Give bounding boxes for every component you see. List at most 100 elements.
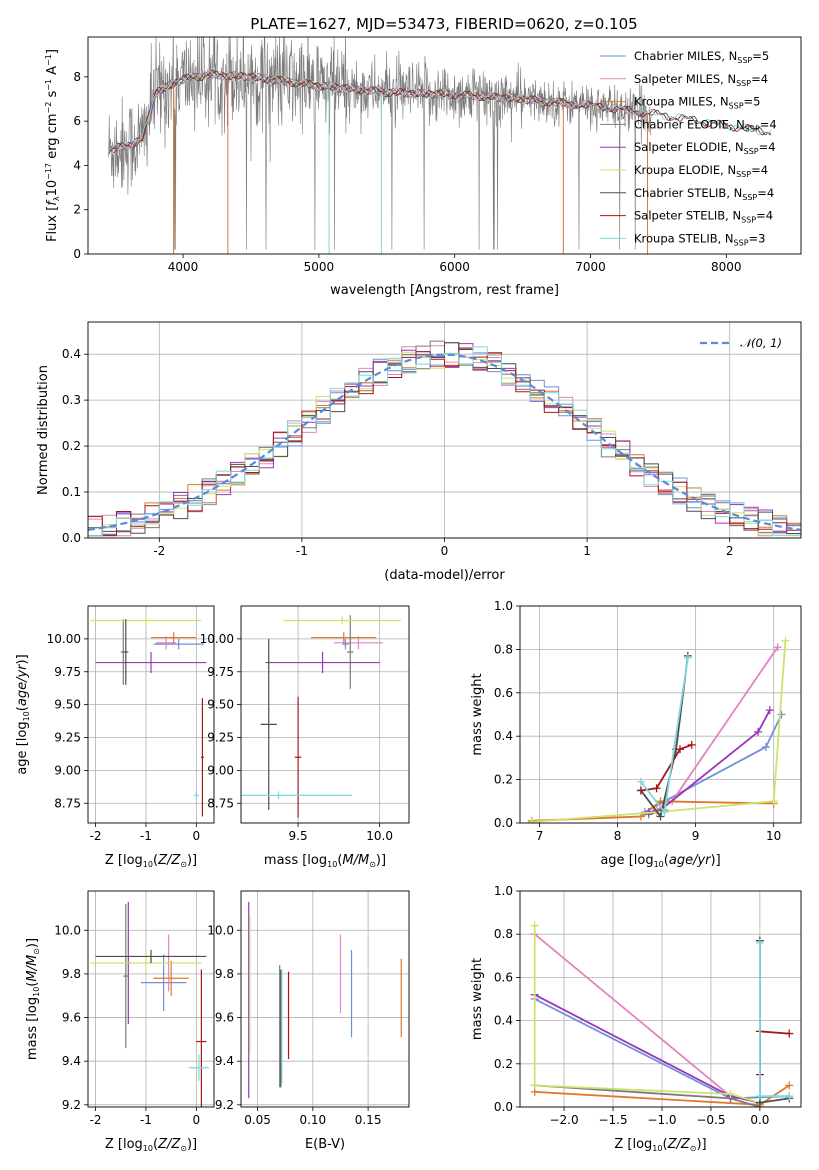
y-tick-label: 0.4 [494, 1014, 513, 1028]
histogram-salpeter-stelib [88, 347, 801, 536]
x-tick-label: 10.0 [366, 829, 393, 843]
x-tick-label: -1 [296, 544, 308, 558]
y-tick-label: 8.75 [207, 796, 234, 810]
age-vs-Z-frame [87, 605, 215, 824]
x-tick-label: 7 [536, 829, 544, 843]
y-tick-label: 9.25 [207, 731, 234, 745]
data-point-marker [527, 817, 536, 823]
y-tick-label: 9.75 [207, 665, 234, 679]
point-chabrier-stelib [123, 619, 129, 685]
residuals-plot-area [88, 340, 801, 537]
y-tick-label: 0.6 [494, 970, 513, 984]
x-tick-label: 0 [193, 1113, 201, 1127]
legend-entry: Kroupa MILES, NSSP=5 [634, 95, 760, 111]
mass-vs-Z-frame [87, 890, 215, 1108]
mass-vs-Z-y-label: mass [log10(M/M⊙)] [25, 938, 41, 1060]
x-tick-label: 0.0 [750, 1113, 769, 1127]
y-tick-label: 0.8 [494, 927, 513, 941]
legend-entry: Salpeter ELODIE, NSSP=4 [634, 140, 776, 156]
point-salpeter-miles [156, 636, 177, 650]
data-point-marker [755, 1092, 764, 1101]
y-tick-label: 9.6 [62, 1011, 81, 1025]
x-tick-label: 9.5 [289, 829, 308, 843]
y-tick-label: 9.6 [215, 1011, 234, 1025]
y-tick-label: 0 [73, 247, 81, 261]
y-tick-label: 2 [73, 203, 81, 217]
mass-vs-Z-plot-area [90, 901, 209, 1107]
x-tick-label: −0.5 [696, 1113, 725, 1127]
spectrum-x-label: wavelength [Angstrom, rest frame] [330, 283, 559, 298]
model-spectrum-chabrier-stelib [108, 70, 772, 155]
age-vs-Z-x-label: Z [log10(Z/Z⊙)] [105, 853, 197, 869]
mass-vs-EBV-frame [240, 890, 410, 1108]
data-point-marker [636, 777, 645, 786]
data-point-marker [761, 743, 770, 752]
data-point-marker [683, 654, 692, 663]
y-tick-label: 9.75 [54, 665, 81, 679]
y-tick-label: 0.2 [494, 1057, 513, 1071]
data-point-marker [773, 643, 782, 652]
y-tick-label: 9.2 [62, 1098, 81, 1112]
residuals-legend-label: 𝒩(0, 1) [740, 336, 782, 350]
series-line [533, 925, 761, 1104]
x-tick-label: 0.10 [299, 1113, 326, 1127]
x-tick-label: 2 [726, 544, 734, 558]
legend-entry: Salpeter STELIB, NSSP=4 [634, 209, 773, 225]
residuals-x-label: (data-model)/error [384, 568, 505, 583]
mass-vs-Z-x-label: Z [log10(Z/Z⊙)] [105, 1137, 197, 1153]
series-line [640, 744, 693, 792]
spectrum-y-label: Flux [fλ10−17 erg cm−2 s−1 A−1] [44, 49, 61, 242]
point-salpeter-elodie [265, 652, 380, 674]
point-chabrier-miles [153, 638, 204, 650]
spectrum-frame [87, 36, 802, 255]
series-kroupa-elodie [527, 636, 790, 823]
normal-curve [88, 353, 801, 531]
histogram-kroupa-stelib [88, 346, 801, 537]
x-tick-label: 0.05 [244, 1113, 271, 1127]
y-tick-label: 10.00 [47, 632, 81, 646]
series-salpeter-stelib [636, 740, 696, 795]
data-point-marker [676, 745, 685, 754]
point-salpeter-stelib [294, 696, 302, 818]
y-tick-label: 1.0 [494, 884, 513, 898]
y-tick-label: 9.00 [54, 763, 81, 777]
y-tick-label: 0.4 [494, 729, 513, 743]
data-point-marker [785, 1092, 794, 1101]
data-point-marker [660, 808, 669, 817]
x-tick-label: 8 [614, 829, 622, 843]
point-kroupa-stelib [188, 1054, 209, 1081]
spectrum-axes: 4000 5000 6000 7000 8000 0 2 4 6 8 [73, 70, 741, 274]
series-line [531, 800, 774, 822]
point-chabrier-miles [140, 954, 187, 1011]
y-tick-label: 0.8 [494, 642, 513, 656]
y-tick-label: 0.6 [494, 686, 513, 700]
point-chabrier-stelib [95, 949, 207, 963]
series-line [648, 709, 771, 813]
legend-entry: Kroupa ELODIE, NSSP=4 [634, 163, 768, 179]
x-tick-label: 1 [583, 544, 591, 558]
model-spectrum-kroupa-stelib [108, 70, 772, 150]
data-point-marker [656, 812, 665, 821]
point-kroupa-elodie [283, 616, 401, 625]
x-tick-label: 4000 [168, 260, 199, 274]
weight-vs-age-y-label: mass weight [470, 673, 485, 755]
series-kroupa-stelib [636, 654, 692, 817]
point-kroupa-stelib [241, 791, 352, 800]
spectrum-plot-area [108, 37, 772, 254]
figure-title: PLATE=1627, MJD=53473, FIBERID=0620, z=0… [250, 15, 637, 33]
y-tick-label: 9.4 [215, 1054, 234, 1068]
y-tick-label: 0.2 [494, 773, 513, 787]
point-salpeter-stelib [196, 969, 207, 1107]
data-point-marker [781, 636, 790, 645]
y-tick-label: 0.0 [62, 531, 81, 545]
weight-vs-Z-axes: −2.0 −1.5 −1.0 −0.5 0.0 0.0 0.2 0.4 0.6 0.8 1.0 [494, 884, 801, 1127]
legend-entry: Chabrier MILES, NSSP=5 [634, 49, 769, 65]
data-point-marker [785, 1081, 794, 1090]
y-tick-label: 10.0 [54, 923, 81, 937]
point-salpeter-stelib [200, 698, 204, 817]
x-tick-label: -1 [140, 829, 152, 843]
point-salpeter-miles [333, 636, 383, 650]
point-chabrier-stelib [260, 638, 277, 810]
y-tick-label: 9.2 [215, 1098, 234, 1112]
y-tick-label: 6 [73, 114, 81, 128]
